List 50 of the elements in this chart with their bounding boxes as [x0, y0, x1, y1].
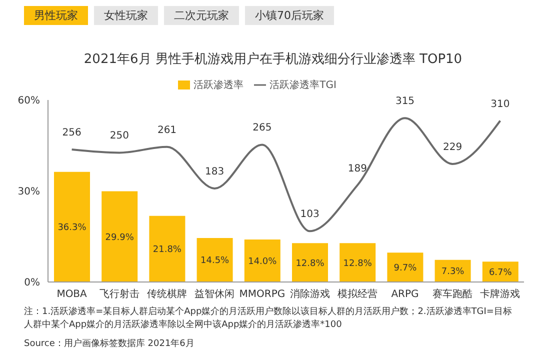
data-label: 310: [490, 98, 510, 110]
data-label: 21.8%: [152, 245, 182, 256]
chart-title: 2021年6月 男性手机游戏用户在手机游戏细分行业渗透率 TOP10: [82, 51, 464, 68]
bar: [102, 191, 138, 282]
data-label: 36.3%: [58, 223, 87, 234]
data-label: 12.8%: [343, 258, 372, 269]
text: 男性玩家: [24, 6, 88, 25]
data-label: 189: [348, 163, 367, 174]
text: 小镇70后玩家: [245, 6, 334, 25]
bar: [244, 240, 280, 282]
bar: [387, 252, 424, 282]
y-tick-label: 30%: [18, 186, 40, 198]
data-label: 256: [62, 128, 82, 139]
x-tick-label: 消除游戏: [290, 288, 330, 300]
x-tick-label: 飞行射击: [99, 288, 140, 300]
text: 女性玩家: [94, 6, 158, 25]
data-label: 9.7%: [394, 263, 418, 274]
bar: [54, 172, 90, 282]
data-label: 315: [395, 96, 415, 108]
data-label: 265: [252, 122, 272, 134]
data-label: 14.5%: [200, 256, 230, 266]
text: 注：1.活跃渗透率=某目标人群启动某个App媒介的月活跃用户数除以该目标人群的月活跃用户数；2.活跃渗透率TGI=目标人群中某个App媒介的月活跃渗透率除以全网中该App媒介的月活跃渗透率*100: [24, 306, 513, 332]
data-label: 14.0%: [248, 256, 278, 267]
data-label: 12.8%: [296, 258, 325, 269]
bar: [340, 243, 376, 282]
data-label: 229: [443, 142, 462, 153]
source-note: Source：用户画像标签数据库 2021年6月: [24, 338, 196, 351]
x-tick-label: ARPG: [391, 289, 419, 300]
data-label: 183: [205, 166, 224, 178]
bar: [149, 216, 186, 282]
y-tick-label: 60%: [18, 96, 40, 107]
y-tick-label: 0%: [24, 278, 40, 289]
data-label: 29.9%: [105, 232, 134, 243]
x-tick-label: 益智休闲: [194, 288, 235, 300]
text: 二次元玩家: [164, 6, 239, 25]
data-label: 103: [300, 209, 320, 220]
data-label: 261: [157, 124, 177, 136]
data-label: 7.3%: [441, 267, 465, 278]
x-tick-label: 卡牌游戏: [480, 288, 520, 300]
legend-label: 活跃渗透率TGI: [270, 80, 336, 91]
x-tick-label: 传统棋牌: [147, 288, 187, 300]
legend-label: 活跃渗透率: [194, 80, 244, 91]
data-label: 250: [110, 130, 129, 142]
bar: [196, 238, 233, 282]
x-tick-label: MMORPG: [239, 289, 286, 300]
data-label: 6.7%: [488, 268, 512, 278]
x-tick-label: MOBA: [56, 289, 88, 300]
bar: [292, 243, 328, 282]
x-tick-label: 模拟经营: [337, 288, 378, 300]
x-tick-label: 赛车跑酷: [432, 288, 473, 300]
